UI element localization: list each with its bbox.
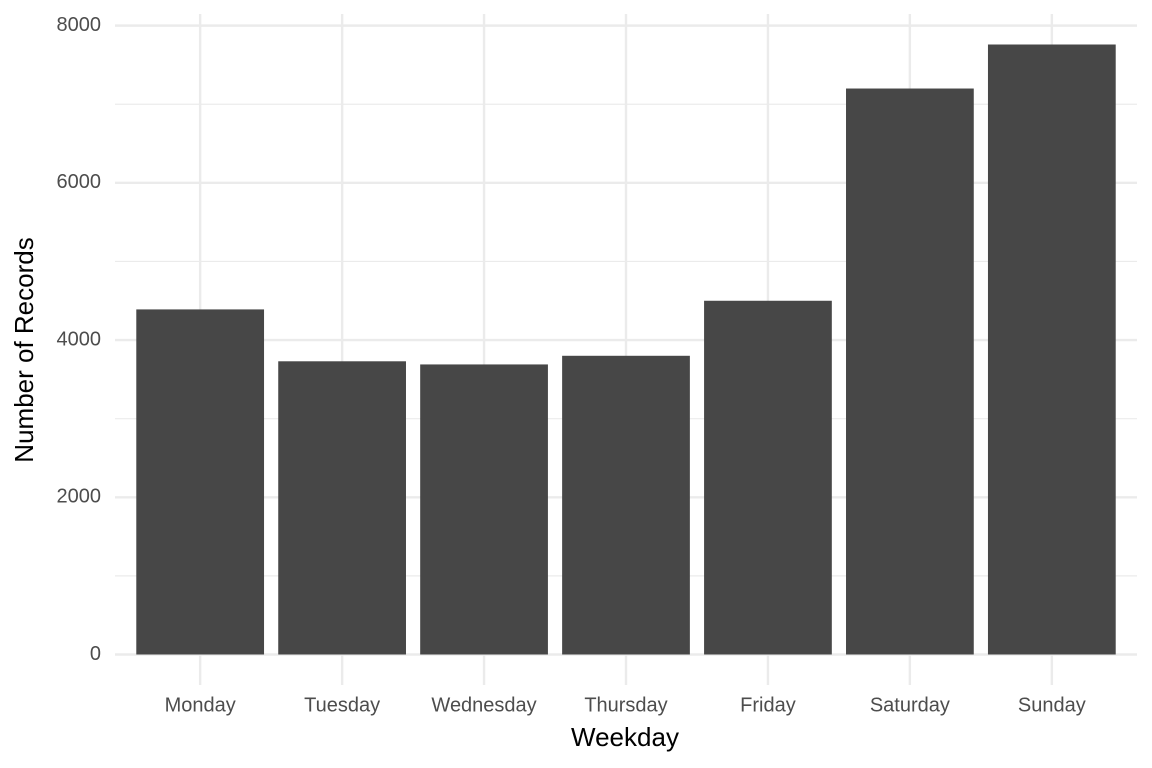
x-axis-title: Weekday bbox=[571, 722, 679, 752]
bar bbox=[987, 44, 1116, 655]
y-tick-label: 4000 bbox=[57, 328, 102, 350]
y-tick-label: 2000 bbox=[57, 486, 102, 508]
x-tick-label: Thursday bbox=[584, 694, 667, 716]
y-tick-label: 8000 bbox=[57, 14, 102, 36]
bar bbox=[420, 364, 548, 655]
x-tick-label: Tuesday bbox=[304, 694, 380, 716]
x-tick-label: Wednesday bbox=[431, 694, 536, 716]
x-tick-label: Friday bbox=[740, 694, 796, 716]
bar bbox=[136, 309, 265, 655]
bar bbox=[846, 88, 974, 655]
y-tick-label: 0 bbox=[90, 643, 101, 665]
bar bbox=[278, 361, 406, 655]
x-tick-label: Monday bbox=[165, 694, 236, 716]
bar bbox=[562, 355, 690, 655]
y-axis-title: Number of Records bbox=[9, 237, 39, 462]
x-tick-label: Sunday bbox=[1018, 694, 1086, 716]
x-tick-label: Saturday bbox=[870, 694, 950, 716]
y-tick-label: 6000 bbox=[57, 171, 102, 193]
bar bbox=[704, 300, 832, 655]
